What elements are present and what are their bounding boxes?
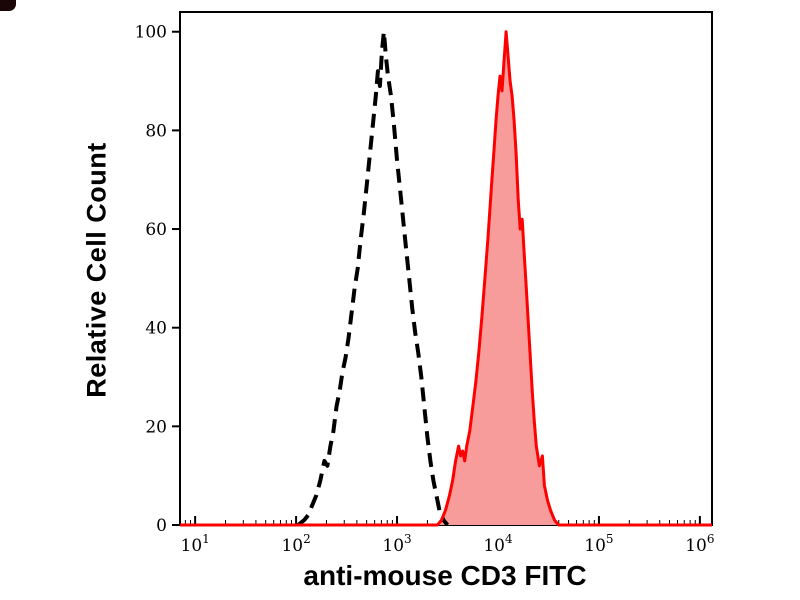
y-tick-label: 20 — [145, 417, 167, 437]
x-tick-label: 101 — [181, 532, 210, 556]
control-histogram-curve — [296, 29, 450, 527]
x-tick-label: 103 — [382, 532, 411, 556]
y-tick-label: 80 — [145, 121, 167, 141]
y-tick-label: 40 — [145, 319, 167, 339]
x-tick-label: 106 — [685, 532, 714, 556]
axes-frame — [179, 11, 713, 526]
stained-histogram-fill — [180, 31, 712, 525]
y-tick-label: 100 — [135, 23, 167, 43]
x-tick-label: 104 — [483, 532, 513, 556]
y-tick-label: 60 — [145, 220, 167, 240]
corner-artifact — [0, 0, 16, 11]
y-tick-label: 0 — [156, 516, 167, 536]
stained-histogram-curve — [180, 30, 712, 527]
y-axis-ticks: 0 20 40 60 80 100 — [135, 23, 180, 536]
x-axis-label: anti-mouse CD3 FITC — [303, 560, 587, 591]
x-tick-label: 105 — [584, 532, 613, 556]
x-tick-label: 102 — [281, 532, 310, 556]
